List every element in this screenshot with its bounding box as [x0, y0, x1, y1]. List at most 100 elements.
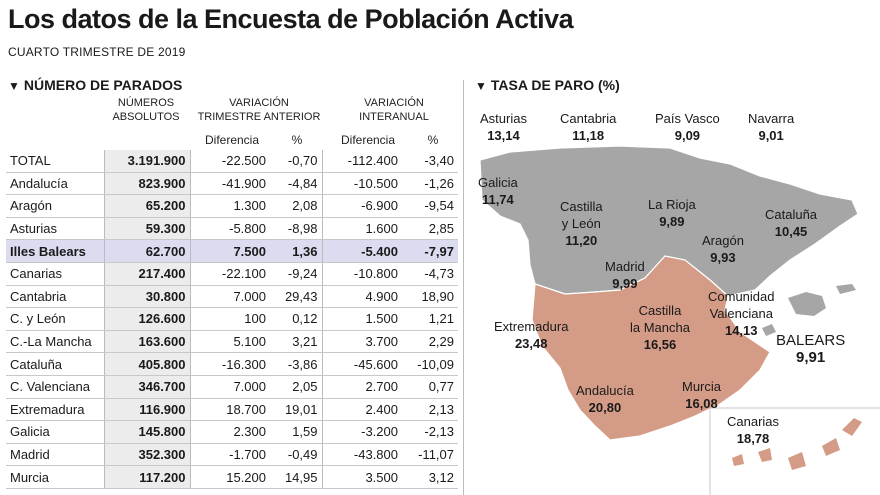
region-shape-north [479, 145, 859, 297]
region-label-andalucia: Andalucía 20,80 [576, 382, 634, 416]
table-cell-value: -22.500 [190, 150, 270, 173]
table-cell-value: 59.300 [103, 217, 191, 241]
table-cell-value: 1,36 [270, 239, 322, 263]
section-title-parados-label: NÚMERO DE PARADOS [23, 77, 183, 93]
spain-map [479, 145, 880, 495]
table-cell-value: 29,43 [270, 285, 322, 309]
table-cell-value: 2,85 [402, 217, 458, 241]
table-cell-value: 2,29 [402, 330, 458, 354]
region-name-line1: Comunidad [708, 289, 775, 304]
region-name: Murcia [682, 379, 722, 394]
table-cell-value: 7.000 [190, 375, 270, 399]
table-cell-value: 3,21 [270, 330, 322, 354]
table-cell-region: Extremadura [6, 398, 104, 422]
table-cell-value: -112.400 [321, 150, 402, 173]
table-cell-value: -10.500 [321, 172, 402, 196]
table-cell-value: -1.700 [190, 443, 270, 467]
table-row: Madrid 352.300 -1.700 -0,49 -43.800 -11,07 [6, 443, 458, 467]
table-cell-value: -5.400 [321, 239, 402, 263]
table-cell-region: Madrid [6, 443, 104, 467]
table-cell-value: -6.900 [321, 194, 402, 218]
table-cell-value: 7.000 [190, 285, 270, 309]
table-cell-value: -1,26 [402, 172, 458, 196]
region-name: Canarias [727, 414, 780, 429]
region-name: Galicia [478, 175, 518, 190]
region-value: 9,93 [710, 250, 736, 265]
table-row: Aragón 65.200 1.300 2,08 -6.900 -9,54 [6, 194, 458, 218]
table-cell-value: 100 [190, 307, 270, 331]
table-cell-value: 18,90 [402, 285, 458, 309]
region-value: 9,99 [612, 276, 638, 291]
table-cell-region: Murcia [6, 465, 104, 489]
table-cell-value: -8,98 [270, 217, 322, 241]
table-row: Galicia 145.800 2.300 1,59 -3.200 -2,13 [6, 420, 458, 444]
table-cell-value: 3.700 [321, 330, 402, 354]
table-cell-value: -7,97 [402, 239, 458, 263]
table-cell-value: 405.800 [103, 352, 191, 376]
region-value: 9,89 [659, 214, 685, 229]
table-row: Cantabria 30.800 7.000 29,43 4.900 18,90 [6, 285, 458, 309]
table-cell-value: 3.191.900 [103, 150, 191, 173]
table-cell-value: 65.200 [103, 194, 191, 218]
header-absolutos-line1: NÚMEROS [117, 97, 175, 109]
table-cell-value: 1.600 [321, 217, 402, 241]
region-shape-balears-mallorca [788, 292, 826, 316]
region-label-aragon: Aragón 9,93 [702, 232, 744, 266]
region-value: 13,14 [487, 128, 520, 143]
table-cell-value: -45.600 [321, 352, 402, 376]
region-value: 9,01 [758, 128, 784, 143]
region-value: 23,48 [514, 336, 548, 351]
table-cell-region: Aragón [6, 194, 104, 218]
region-name: Navarra [748, 111, 795, 126]
table-cell-value: 15.200 [190, 465, 270, 489]
region-shape-south [531, 255, 771, 441]
table-cell-value: -3,86 [270, 352, 322, 376]
table-cell-region: C.-La Mancha [6, 330, 104, 354]
header-var-trimestre: VARIACIÓN TRIMESTRE ANTERIOR [194, 96, 324, 124]
region-label-navarra: Navarra 9,01 [748, 110, 794, 144]
region-name: Aragón [702, 233, 744, 248]
region-name: Cataluña [765, 207, 818, 222]
region-value: 11,20 [565, 233, 598, 248]
region-label-castilla-leon: Castilla y León 11,20 [560, 198, 603, 249]
region-name: Madrid [605, 259, 645, 274]
table-cell-value: -4,73 [402, 262, 458, 286]
section-title-parados: ▼ NÚMERO DE PARADOS [8, 77, 182, 93]
table-cell-value: 7.500 [190, 239, 270, 263]
table-cell-region: C. Valenciana [6, 375, 104, 399]
header-diferencia-trim: Diferencia [204, 133, 260, 147]
header-absolutos: NÚMEROS ABSOLUTOS [104, 96, 188, 124]
region-value: 18,78 [736, 431, 770, 446]
region-value: 16,56 [643, 337, 677, 352]
table-cell-value: -43.800 [321, 443, 402, 467]
region-name-line2: y León [561, 216, 601, 231]
table-cell-value: 14,95 [270, 465, 322, 489]
region-label-la-rioja: La Rioja 9,89 [648, 196, 696, 230]
region-name: Asturias [480, 111, 527, 126]
section-title-tasa: ▼ TASA DE PARO (%) [475, 77, 620, 93]
region-label-castilla-la-mancha: Castilla la Mancha 16,56 [630, 302, 690, 353]
region-name-line2: la Mancha [630, 320, 690, 335]
table-cell-value: 0,77 [402, 375, 458, 399]
page-subtitle: CUARTO TRIMESTRE DE 2019 [8, 45, 186, 59]
region-name: Andalucía [576, 383, 634, 398]
region-name: La Rioja [648, 197, 696, 212]
header-diferencia-inter: Diferencia [340, 133, 396, 147]
table-cell-value: 126.600 [103, 307, 191, 331]
region-shape-canarias-4 [758, 448, 772, 462]
table-cell-value: 2,13 [402, 398, 458, 422]
table-row: TOTAL 3.191.900 -22.500 -0,70 -112.400 -3,40 [6, 150, 458, 173]
region-shape-canarias-2 [822, 438, 840, 456]
header-var-trimestre-line2: TRIMESTRE ANTERIOR [197, 111, 321, 123]
table-cell-value: 2.400 [321, 398, 402, 422]
table-row: Cataluña 405.800 -16.300 -3,86 -45.600 -10,09 [6, 352, 458, 376]
table-cell-region: Illes Balears [6, 239, 104, 263]
region-label-madrid: Madrid 9,99 [605, 258, 645, 292]
table-row: C. Valenciana 346.700 7.000 2,05 2.700 0,77 [6, 375, 458, 399]
region-name-line1: Castilla [638, 303, 682, 318]
table-cell-value: -9,54 [402, 194, 458, 218]
table-cell-value: 116.900 [103, 398, 191, 422]
region-value: 11,74 [481, 192, 514, 207]
region-name-line1: Castilla [560, 199, 603, 214]
region-value: 11,18 [572, 128, 605, 143]
